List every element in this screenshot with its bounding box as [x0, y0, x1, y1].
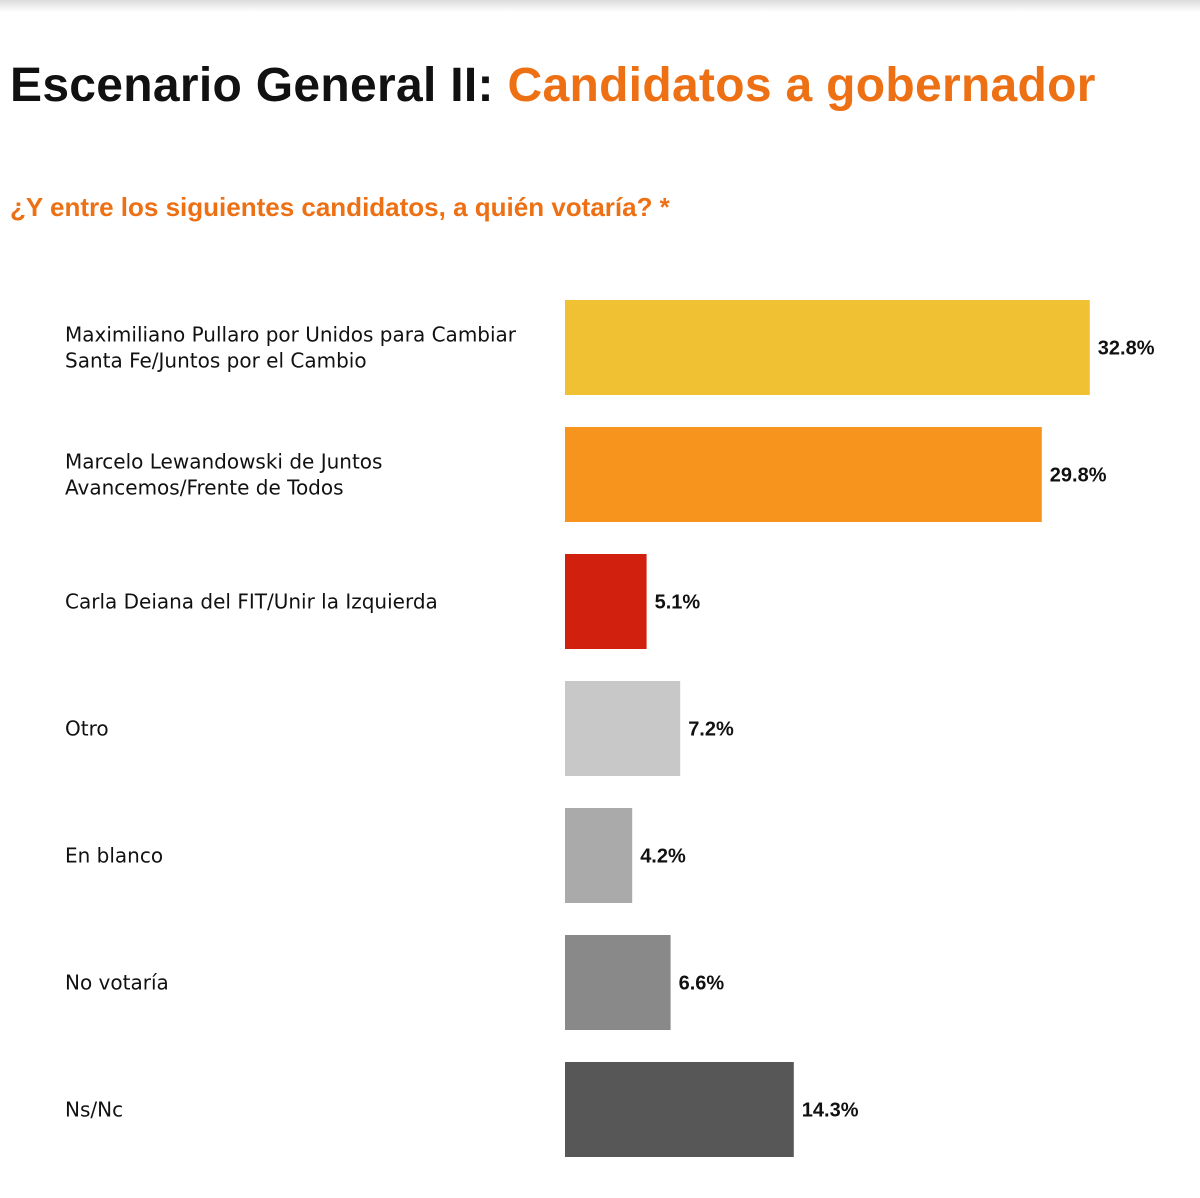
- bar: [565, 1062, 794, 1157]
- category-label-line: No votaría: [65, 971, 169, 995]
- category-label: Otro: [65, 717, 109, 741]
- bar: [565, 300, 1090, 395]
- value-label: 4.2%: [640, 846, 686, 868]
- value-label: 6.6%: [679, 973, 725, 995]
- value-label: 14.3%: [802, 1100, 859, 1122]
- value-label: 5.1%: [655, 592, 701, 614]
- category-label-line: Santa Fe/Juntos por el Cambio: [65, 349, 367, 373]
- category-label-line: Marcelo Lewandowski de Juntos: [65, 450, 382, 474]
- value-label: 7.2%: [688, 719, 734, 741]
- category-label: Ns/Nc: [65, 1098, 123, 1122]
- value-label: 29.8%: [1050, 465, 1107, 487]
- bar: [565, 935, 671, 1030]
- page-title: Escenario General II: Candidatos a gober…: [10, 58, 1096, 113]
- bar: [565, 808, 633, 903]
- bar: [565, 554, 647, 649]
- category-label-line: Carla Deiana del FIT/Unir la Izquierda: [65, 590, 438, 614]
- category-label: Marcelo Lewandowski de Juntos Avancemos/F…: [65, 450, 382, 500]
- bar: [565, 681, 681, 776]
- category-label-line: Maximiliano Pullaro por Unidos para Camb…: [65, 323, 517, 347]
- category-label: En blanco: [65, 844, 163, 868]
- category-label: No votaría: [65, 971, 169, 995]
- category-label-line: Avancemos/Frente de Todos: [65, 476, 344, 500]
- category-label-line: Otro: [65, 717, 109, 741]
- title-part1: Escenario General II:: [10, 59, 494, 112]
- category-label: Carla Deiana del FIT/Unir la Izquierda: [65, 590, 438, 614]
- category-label-line: En blanco: [65, 844, 163, 868]
- top-shadow: [0, 0, 1200, 12]
- category-label-line: Ns/Nc: [65, 1098, 123, 1122]
- category-label: Maximiliano Pullaro por Unidos para Camb…: [65, 323, 517, 373]
- title-part2: Candidatos a gobernador: [507, 59, 1096, 112]
- value-label: 32.8%: [1098, 338, 1155, 360]
- question-subtitle: ¿Y entre los siguientes candidatos, a qu…: [10, 192, 670, 222]
- bar: [565, 427, 1042, 522]
